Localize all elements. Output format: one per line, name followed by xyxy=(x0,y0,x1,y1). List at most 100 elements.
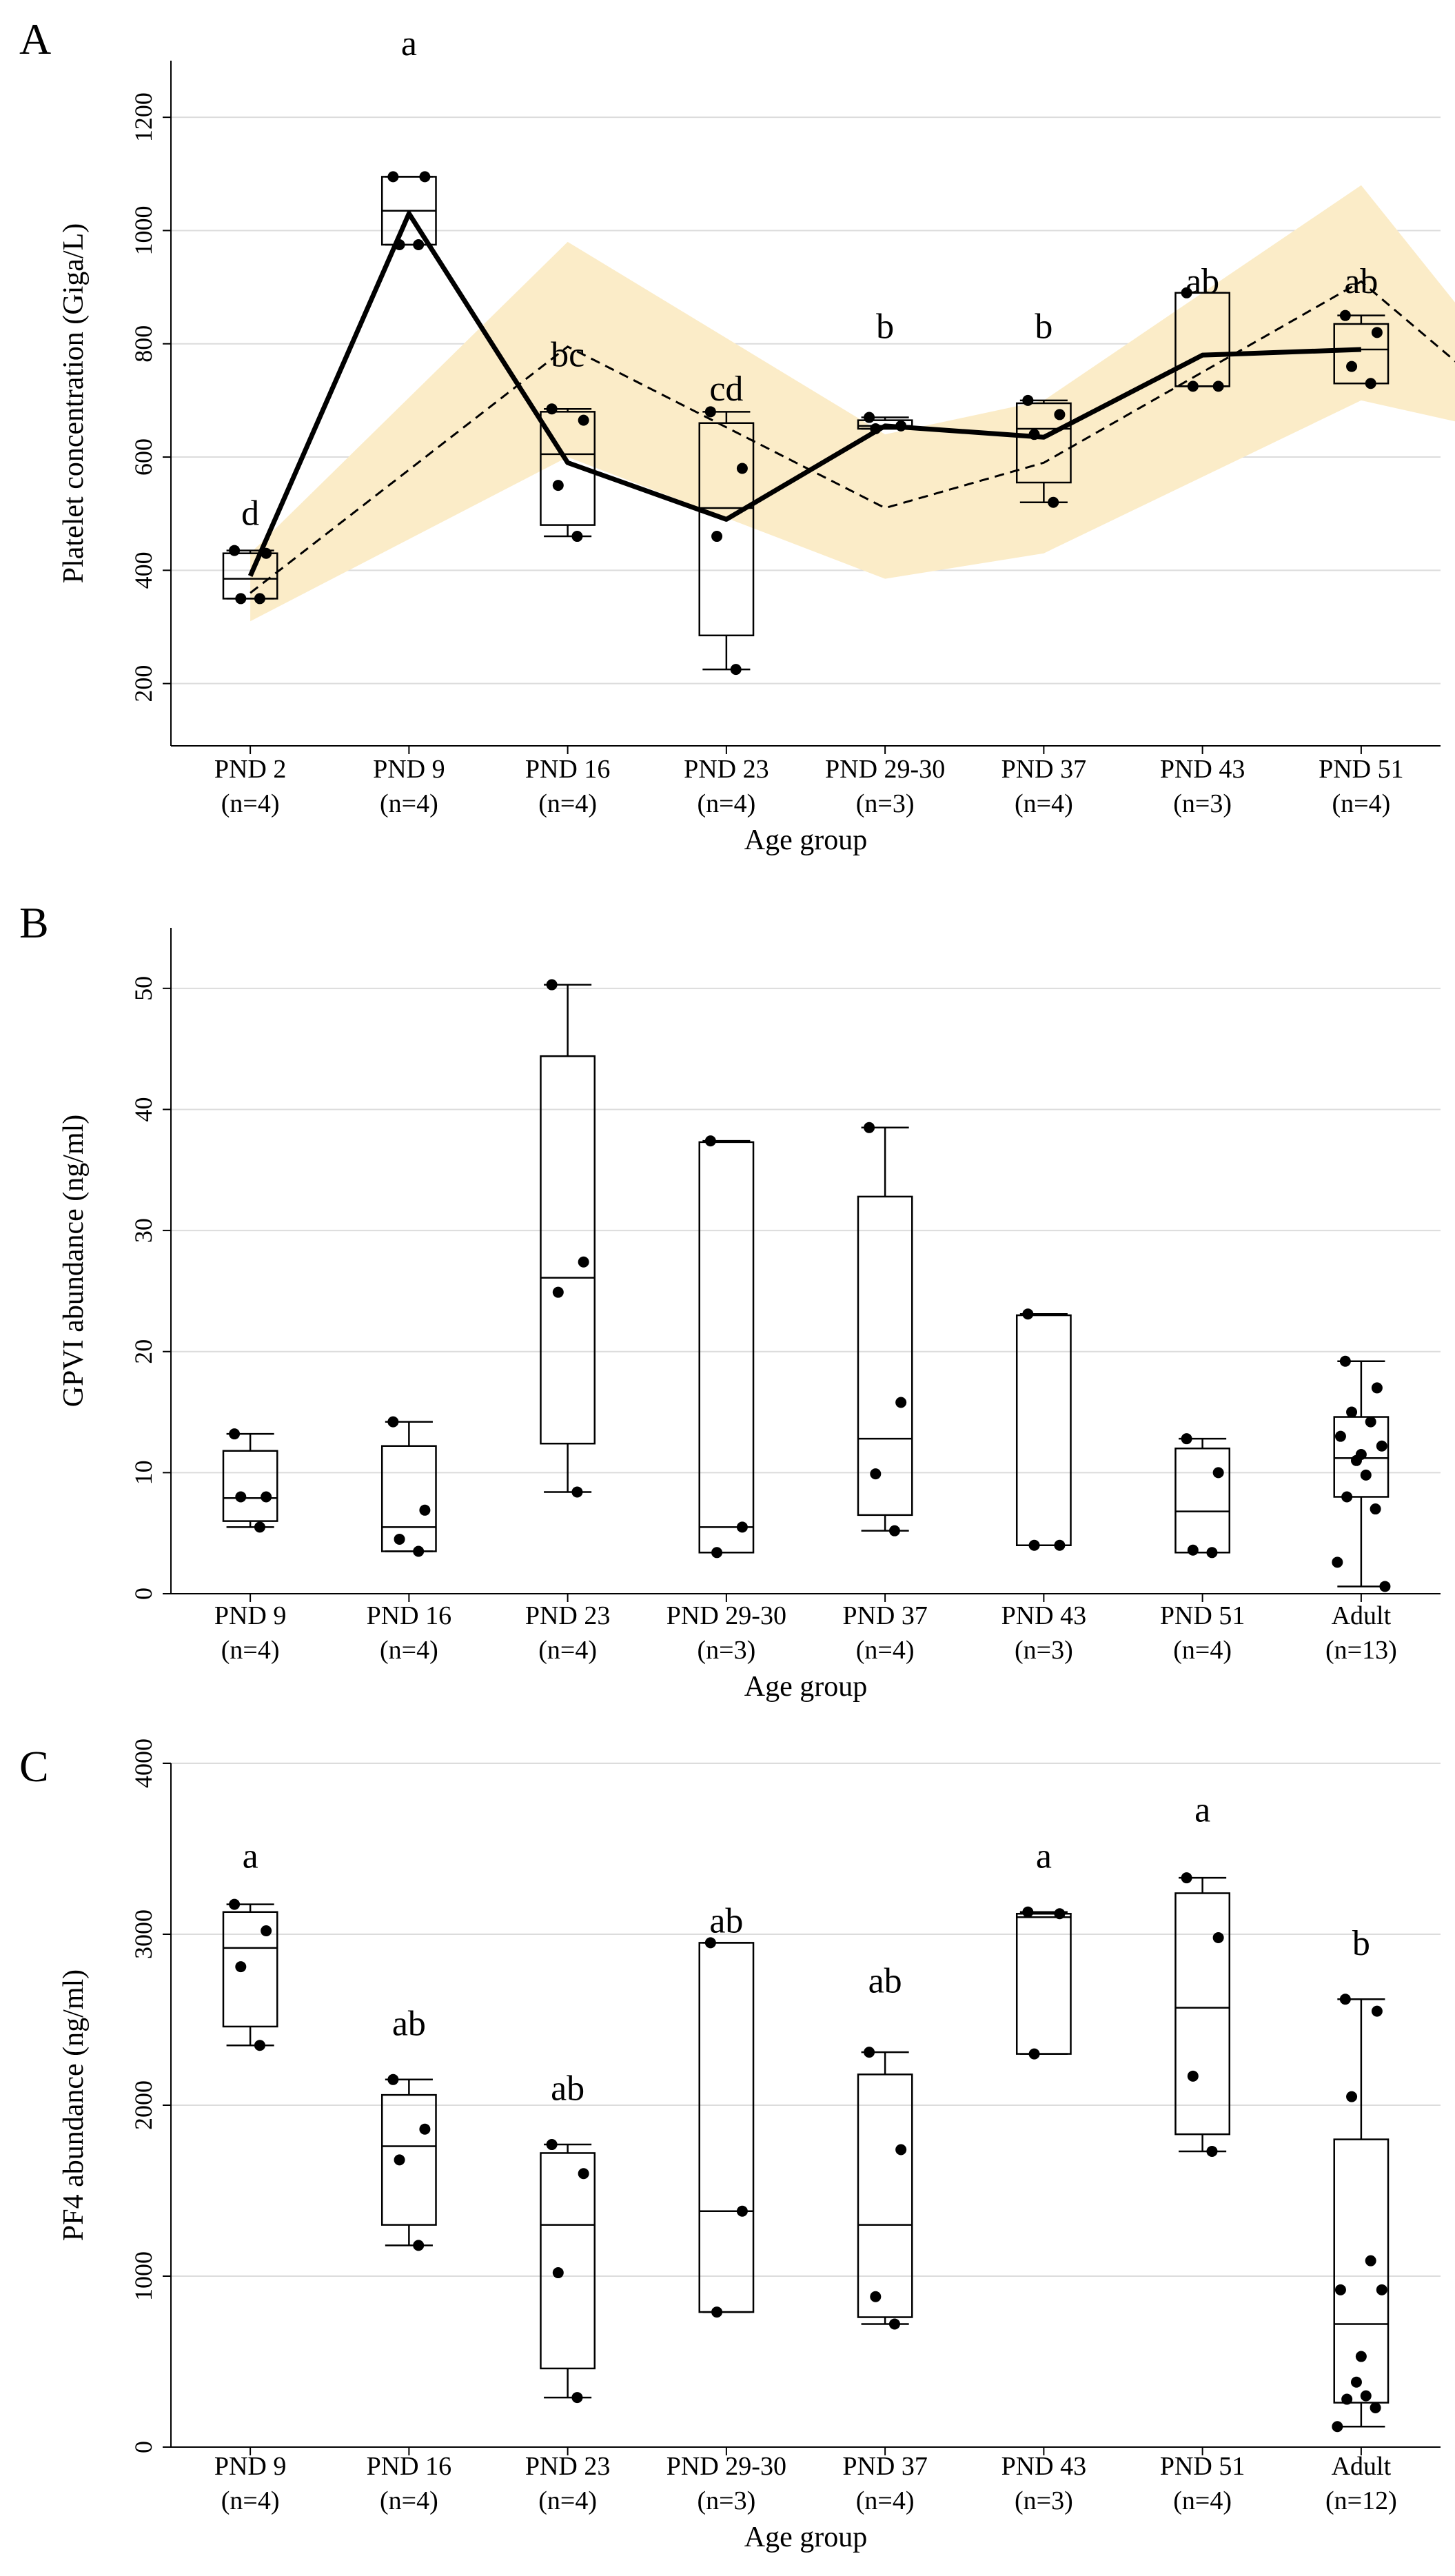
category-n-label: (n=3) xyxy=(1173,789,1232,818)
data-point xyxy=(1360,1469,1372,1481)
data-point xyxy=(413,239,425,250)
data-point xyxy=(571,2392,583,2404)
data-point xyxy=(1341,2393,1353,2405)
box-iqr xyxy=(380,1445,437,1552)
data-point xyxy=(261,1925,272,1937)
data-point xyxy=(1187,381,1199,392)
y-tick-label: 600 xyxy=(130,438,157,476)
data-point xyxy=(1371,1382,1383,1394)
data-point xyxy=(1370,2402,1381,2413)
box-plot xyxy=(698,1942,755,2313)
data-point xyxy=(1028,1539,1040,1551)
significance-letter: cd xyxy=(709,369,743,409)
data-point xyxy=(1339,1994,1351,2005)
category-label: PND 51 xyxy=(1160,1601,1245,1630)
data-point xyxy=(552,1286,564,1298)
data-point xyxy=(229,1428,241,1440)
data-point xyxy=(1181,1872,1192,1884)
significance-letter: ab xyxy=(868,1961,902,2000)
y-tick-label: 10 xyxy=(130,1460,157,1485)
data-point xyxy=(1054,1908,1066,1920)
data-point xyxy=(419,171,431,183)
data-point xyxy=(413,1545,425,1557)
data-point xyxy=(1022,1906,1034,1918)
category-label: PND 16 xyxy=(367,2452,452,2481)
box-iqr xyxy=(1333,323,1390,385)
box-iqr xyxy=(540,1055,596,1445)
data-point xyxy=(229,545,241,556)
y-tick-label: 4000 xyxy=(130,1738,157,1788)
y-tick-label: 0 xyxy=(130,1588,157,1600)
box-plot xyxy=(222,1903,278,2047)
x-axis-title: Age group xyxy=(744,2522,867,2553)
box-iqr xyxy=(1015,1314,1072,1546)
category-label: PND 51 xyxy=(1160,2452,1245,2481)
data-point xyxy=(235,593,247,605)
category-n-label: (n=4) xyxy=(380,2486,438,2515)
data-point xyxy=(1370,1503,1381,1515)
y-axis-title: GPVI abundance (ng/ml) xyxy=(58,1115,90,1408)
category-n-label: (n=4) xyxy=(538,2486,597,2515)
box-iqr xyxy=(222,1911,278,2028)
data-point xyxy=(1334,1430,1346,1442)
data-point xyxy=(1212,381,1224,392)
data-point xyxy=(888,2318,900,2330)
data-point xyxy=(736,1521,748,1533)
data-point xyxy=(1048,496,1059,508)
box-iqr xyxy=(540,411,596,526)
category-n-label: (n=4) xyxy=(1173,2486,1232,2515)
data-point xyxy=(704,1135,716,1147)
data-point xyxy=(1376,1440,1387,1452)
data-point xyxy=(1339,310,1351,321)
data-point xyxy=(1350,1454,1362,1466)
category-n-label: (n=13) xyxy=(1325,1636,1397,1665)
category-n-label: (n=4) xyxy=(698,789,756,818)
panel-a-chart: 200 400 600 800 1000 1200 Platelet concentrati… xyxy=(58,24,1455,856)
panel-letter: A xyxy=(19,14,52,63)
box-iqr xyxy=(1015,402,1072,484)
category-label: PND 37 xyxy=(842,1601,928,1630)
x-axis-title: Age group xyxy=(744,1671,867,1703)
category-n-label: (n=4) xyxy=(221,2486,280,2515)
y-axis-title: PF4 abundance (ng/ml) xyxy=(58,1969,90,2241)
category-n-label: (n=4) xyxy=(221,789,280,818)
y-tick-label: 400 xyxy=(130,551,157,589)
category-n-label: (n=4) xyxy=(1173,1636,1232,1665)
significance-letter: b xyxy=(876,307,894,347)
box-iqr xyxy=(698,1141,755,1554)
data-point xyxy=(870,1468,882,1480)
data-point xyxy=(1379,1581,1391,1592)
significance-letter: a xyxy=(1036,1836,1052,1876)
box-iqr xyxy=(1333,1416,1390,1498)
panel-c-chart: 0 1000 2000 3000 4000 PF4 abundance (ng/ml) PN… xyxy=(58,1738,1441,2553)
box-iqr xyxy=(698,1942,755,2313)
data-point xyxy=(1332,2421,1343,2433)
data-point xyxy=(1346,361,1358,372)
category-label: PND 37 xyxy=(842,2452,928,2481)
panel-letter: C xyxy=(19,1742,49,1791)
box-iqr xyxy=(857,1195,913,1517)
data-point xyxy=(888,1525,900,1537)
category-n-label: (n=3) xyxy=(698,2486,756,2515)
data-point xyxy=(1365,1416,1376,1428)
category-label: PND 23 xyxy=(525,1601,611,1630)
data-point xyxy=(546,403,558,415)
data-point xyxy=(1054,409,1066,420)
data-point xyxy=(1022,394,1034,406)
y-tick-label: 40 xyxy=(130,1097,157,1122)
significance-letter: ab xyxy=(392,2004,426,2043)
data-point xyxy=(1212,1467,1224,1479)
category-label: PND 29-30 xyxy=(667,2452,786,2481)
data-point xyxy=(1181,1433,1192,1445)
category-n-label: (n=3) xyxy=(856,789,915,818)
category-n-label: (n=3) xyxy=(1015,2486,1073,2515)
significance-letter: b xyxy=(1352,1924,1370,1963)
data-point xyxy=(870,2291,882,2302)
y-tick-label: 20 xyxy=(130,1339,157,1364)
data-point xyxy=(1339,1355,1351,1367)
data-point xyxy=(1187,2070,1199,2082)
category-n-label: (n=4) xyxy=(221,1636,280,1665)
data-point xyxy=(394,1533,405,1545)
box-plot xyxy=(540,2143,596,2399)
category-n-label: (n=4) xyxy=(538,789,597,818)
